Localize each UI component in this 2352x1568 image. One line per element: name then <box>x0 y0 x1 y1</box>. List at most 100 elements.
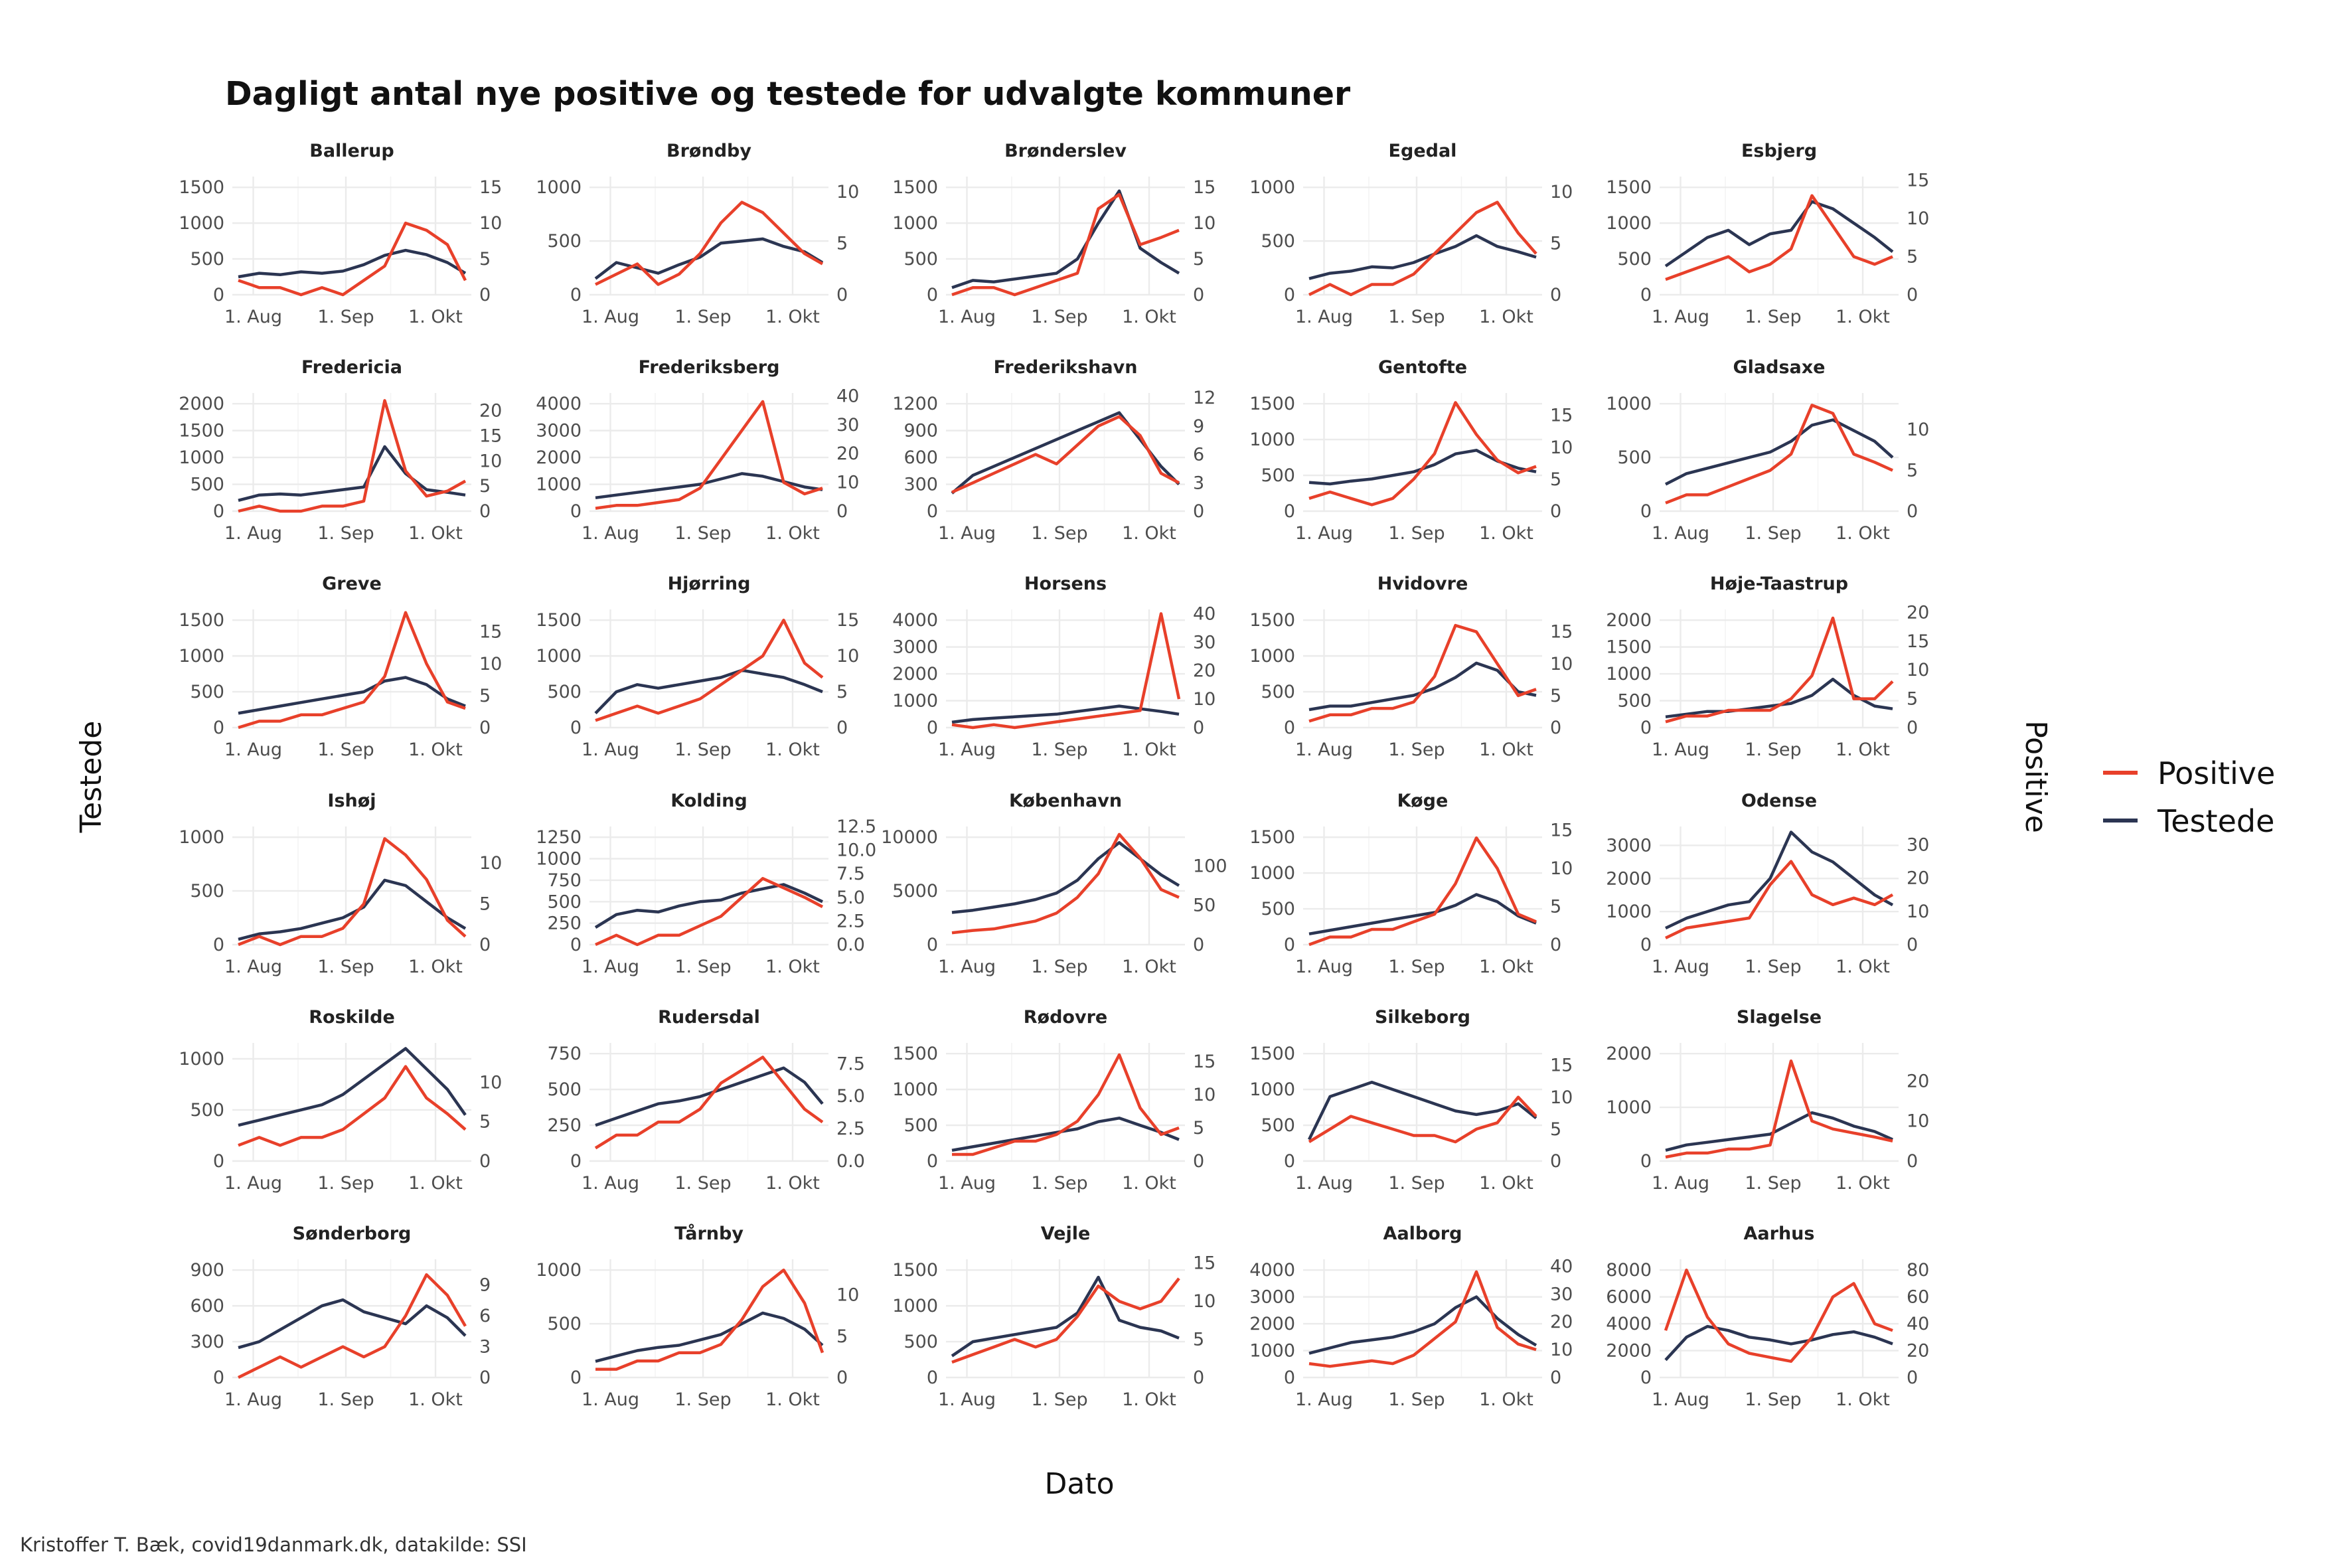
y-tick-right: 10 <box>1907 660 1929 680</box>
y-tick-right: 0 <box>479 1151 491 1172</box>
y-tick-left: 1000 <box>536 1260 582 1281</box>
x-tick: 1. Sep <box>674 740 731 760</box>
facet-title: Egedal <box>1389 141 1457 161</box>
y-tick-right: 0 <box>1193 1368 1204 1388</box>
x-tick: 1. Sep <box>1745 1173 1801 1194</box>
y-tick-right: 0 <box>1193 718 1204 738</box>
y-tick-right: 0 <box>479 718 491 738</box>
y-tick-right: 15 <box>479 426 502 446</box>
facet-panel: Roskilde 0 500 1000 0 5 10 1. Aug 1. Sep 1. Okt <box>179 1007 502 1194</box>
series-line-testede <box>238 878 467 941</box>
facet-panel: Hjørring 0 500 1000 1500 0 5 10 15 1. Aug 1. Sep 1.… <box>536 574 859 760</box>
facet-panel: Gentofte 0 500 1000 1500 0 5 10 15 1. Aug 1. Sep 1.… <box>1249 357 1573 544</box>
facet-title: Odense <box>1741 791 1817 811</box>
y-tick-right: 0 <box>836 501 848 522</box>
series-line-positive <box>952 1053 1180 1156</box>
y-tick-right: 0 <box>836 285 848 305</box>
y-tick-right: 5 <box>1907 461 1918 481</box>
y-tick-left: 0 <box>570 285 582 305</box>
y-tick-right: 10 <box>479 853 502 874</box>
x-tick: 1. Aug <box>582 957 639 977</box>
y-tick-left: 2000 <box>1606 868 1652 889</box>
y-tick-left: 300 <box>903 475 938 495</box>
facet-panel: Aalborg 0 1000 2000 3000 4000 0 10 20 30 40 1. Aug 1… <box>1249 1223 1573 1410</box>
x-tick: 1. Sep <box>674 307 731 327</box>
y-tick-right: 40 <box>1550 1256 1573 1277</box>
y-tick-right: 5 <box>479 686 491 706</box>
facet-title: Tårnby <box>674 1223 744 1244</box>
y-tick-left: 0 <box>570 935 582 955</box>
series-line-testede <box>594 237 824 280</box>
y-tick-left: 1000 <box>892 1296 938 1316</box>
x-tick: 1. Okt <box>1836 1173 1890 1194</box>
x-tick: 1. Okt <box>1836 523 1890 544</box>
facet-panel: Hvidovre 0 500 1000 1500 0 5 10 15 1. Aug 1. Sep 1.… <box>1249 574 1573 760</box>
facet-panel: Køge 0 500 1000 1500 0 5 10 15 1. Aug 1. Sep 1. Okt <box>1249 791 1573 977</box>
y-tick-right: 0 <box>1193 935 1204 955</box>
x-tick: 1. Aug <box>224 523 282 544</box>
facet-panel: Frederikshavn 0 300 600 900 1200 0 3 6 9 12 1. Aug 1… <box>892 357 1215 544</box>
y-tick-left: 2000 <box>1606 1044 1652 1064</box>
y-tick-left: 1000 <box>1249 1079 1295 1100</box>
facet-title: Hvidovre <box>1377 574 1468 594</box>
facet-title: Brøndby <box>666 141 751 161</box>
y-tick-left: 1000 <box>1249 177 1295 198</box>
series-line-positive <box>1664 1268 1893 1363</box>
y-tick-left: 500 <box>1617 447 1652 468</box>
legend: Positive Testede <box>2103 755 2275 839</box>
x-tick: 1. Sep <box>1031 523 1087 544</box>
y-tick-right: 0 <box>836 1368 848 1388</box>
y-tick-left: 0 <box>570 1368 582 1388</box>
facet-title: Greve <box>322 574 382 594</box>
y-tick-left: 1200 <box>892 394 938 414</box>
series-line-positive <box>951 415 1180 494</box>
series-line-testede <box>1308 661 1537 712</box>
y-tick-left: 2000 <box>1249 1314 1295 1334</box>
x-tick: 1. Aug <box>224 957 282 977</box>
y-tick-right: 30 <box>1193 632 1215 653</box>
series-line-positive <box>1665 860 1894 940</box>
x-tick: 1. Sep <box>317 1173 374 1194</box>
series-line-positive <box>1308 1095 1537 1144</box>
x-tick: 1. Okt <box>1479 957 1533 977</box>
series-line-testede <box>1308 234 1537 280</box>
y-tick-left: 250 <box>547 913 582 934</box>
y-tick-right: 0 <box>479 1368 491 1388</box>
series-line-positive <box>951 193 1180 297</box>
x-tick: 1. Aug <box>582 307 639 327</box>
x-tick: 1. Sep <box>674 1389 731 1410</box>
y-tick-left: 500 <box>1261 1115 1295 1136</box>
facet-title: Hjørring <box>668 574 751 594</box>
x-tick: 1. Aug <box>1295 740 1353 760</box>
x-tick: 1. Sep <box>1745 307 1801 327</box>
y-tick-left: 0 <box>1640 1368 1652 1388</box>
facet-panel: Gladsaxe 0 500 1000 0 5 10 1. Aug 1. Sep 1. Okt <box>1606 357 1929 544</box>
y-tick-right: 9 <box>479 1275 491 1296</box>
y-tick-left: 1000 <box>1606 394 1652 414</box>
y-tick-left: 3000 <box>892 637 938 658</box>
y-tick-right: 10 <box>1193 689 1215 710</box>
series-line-positive <box>594 1056 824 1150</box>
y-tick-left: 500 <box>190 682 224 702</box>
y-tick-right: 0 <box>1550 1151 1561 1172</box>
y-tick-right: 0 <box>1193 1151 1204 1172</box>
facet-panel: Ballerup 0 500 1000 1500 0 5 10 15 1. Aug 1. Sep 1.… <box>179 141 502 327</box>
series-line-testede <box>1308 893 1537 936</box>
x-tick: 1. Aug <box>1295 1389 1353 1410</box>
y-tick-right: 15 <box>1550 1056 1573 1076</box>
y-tick-right: 20 <box>1907 868 1929 889</box>
y-axis-title-left: Testede <box>74 721 108 834</box>
y-tick-left: 5000 <box>892 881 938 902</box>
y-tick-right: 60 <box>1907 1287 1929 1308</box>
y-tick-left: 500 <box>1261 231 1295 252</box>
y-tick-left: 0 <box>213 718 224 738</box>
y-tick-right: 30 <box>836 415 859 435</box>
series-line-testede <box>595 1311 824 1363</box>
y-tick-left: 750 <box>547 870 582 891</box>
y-tick-right: 15 <box>1907 631 1929 652</box>
y-tick-right: 20 <box>1550 1312 1573 1332</box>
y-tick-left: 1000 <box>1606 664 1652 684</box>
y-tick-left: 0 <box>213 1368 224 1388</box>
